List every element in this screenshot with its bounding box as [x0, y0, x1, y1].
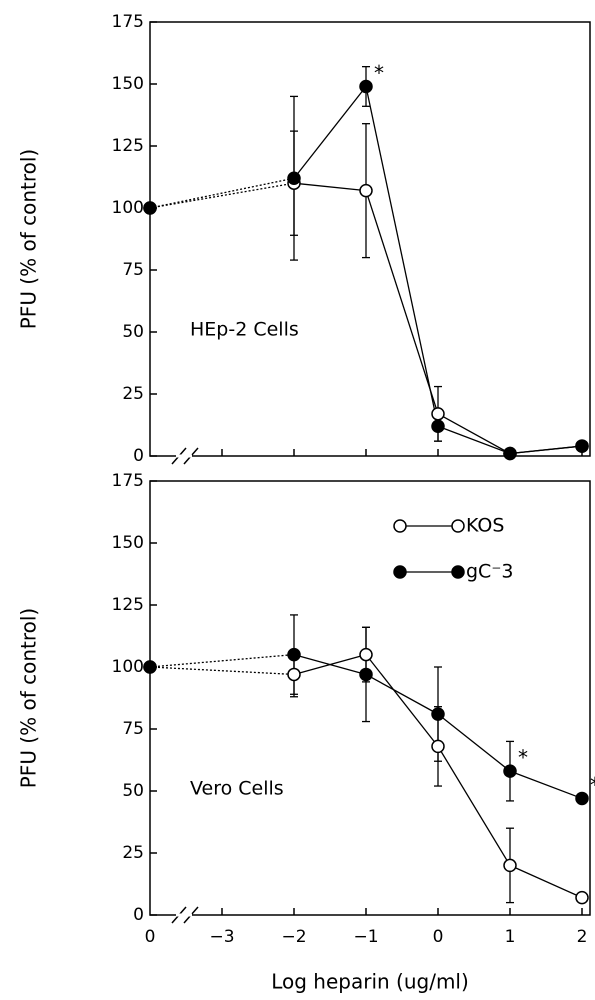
series-segment [149, 666, 295, 676]
point-note: * [374, 61, 384, 85]
series-segment [149, 177, 295, 209]
data-point [359, 647, 373, 662]
y-tick-label: 25 [122, 843, 144, 863]
y-tick-label: 0 [133, 905, 144, 925]
legend-label: gC⁻3 [466, 561, 513, 583]
point-note: * [518, 746, 528, 770]
y-tick-label: 150 [112, 74, 144, 94]
y-tick-label: 175 [112, 12, 144, 32]
data-point [143, 201, 157, 215]
y-axis-label: PFU (% of control) [17, 608, 41, 789]
annotation: HEp-2 Cells [190, 319, 299, 341]
series-segment [437, 746, 511, 866]
series-segment [293, 86, 367, 179]
y-tick-label: 125 [112, 136, 144, 156]
y-tick-label: 100 [112, 657, 144, 677]
x-tick-label: 1 [505, 927, 516, 947]
data-point [431, 407, 445, 421]
x-tick-label: −2 [281, 927, 306, 947]
data-point [431, 419, 445, 433]
series-segment [509, 770, 583, 800]
data-point [503, 858, 517, 873]
break-gap [176, 913, 192, 917]
y-axis-label: PFU (% of control) [17, 149, 41, 330]
data-point [575, 890, 589, 905]
y-tick-label: 50 [122, 322, 144, 342]
data-point [287, 667, 301, 682]
data-point [431, 739, 445, 754]
break-gap [176, 454, 192, 458]
series-segment [509, 864, 583, 899]
series-segment [365, 673, 439, 715]
y-tick-label: 125 [112, 595, 144, 615]
x-tick-label: 2 [577, 927, 588, 947]
x-tick-label: −3 [209, 927, 234, 947]
y-tick-label: 25 [122, 384, 144, 404]
y-tick-label: 100 [112, 198, 144, 218]
x-tick-label: 0 [433, 927, 444, 947]
series-segment [437, 413, 511, 455]
y-tick-label: 75 [122, 719, 144, 739]
data-point [287, 171, 301, 185]
data-point [503, 446, 517, 461]
legend-marker [451, 519, 465, 533]
data-point [359, 667, 373, 682]
series-segment [437, 713, 511, 772]
x-tick-label: −1 [353, 927, 378, 947]
series-segment [365, 86, 439, 427]
data-point [575, 791, 589, 806]
annotation: Vero Cells [190, 778, 284, 800]
data-point [143, 660, 157, 674]
data-point [287, 647, 301, 662]
y-tick-label: 0 [133, 446, 144, 466]
x-axis-label: Log heparin (ug/ml) [271, 970, 469, 994]
series-segment [365, 190, 439, 415]
series-segment [365, 654, 439, 747]
series-segment [149, 653, 295, 668]
x-tick-label: 0 [145, 927, 156, 947]
series-segment [293, 182, 367, 192]
series-segment [437, 425, 511, 455]
data-point [359, 183, 373, 198]
plot-frame [149, 480, 591, 916]
data-point [431, 707, 445, 721]
data-point [359, 79, 373, 94]
data-point [575, 439, 589, 453]
plot-frame [149, 21, 591, 457]
legend-marker [393, 565, 407, 579]
legend-marker [451, 565, 465, 579]
y-tick-label: 50 [122, 781, 144, 801]
y-tick-label: 75 [122, 260, 144, 280]
legend-label: KOS [466, 515, 504, 537]
data-point [503, 764, 517, 778]
y-tick-label: 150 [112, 533, 144, 553]
series-segment [149, 182, 295, 209]
point-note: * [590, 773, 595, 797]
legend-marker [393, 519, 407, 533]
series-segment [293, 653, 367, 676]
y-tick-label: 175 [112, 471, 144, 491]
series-segment [509, 445, 583, 455]
